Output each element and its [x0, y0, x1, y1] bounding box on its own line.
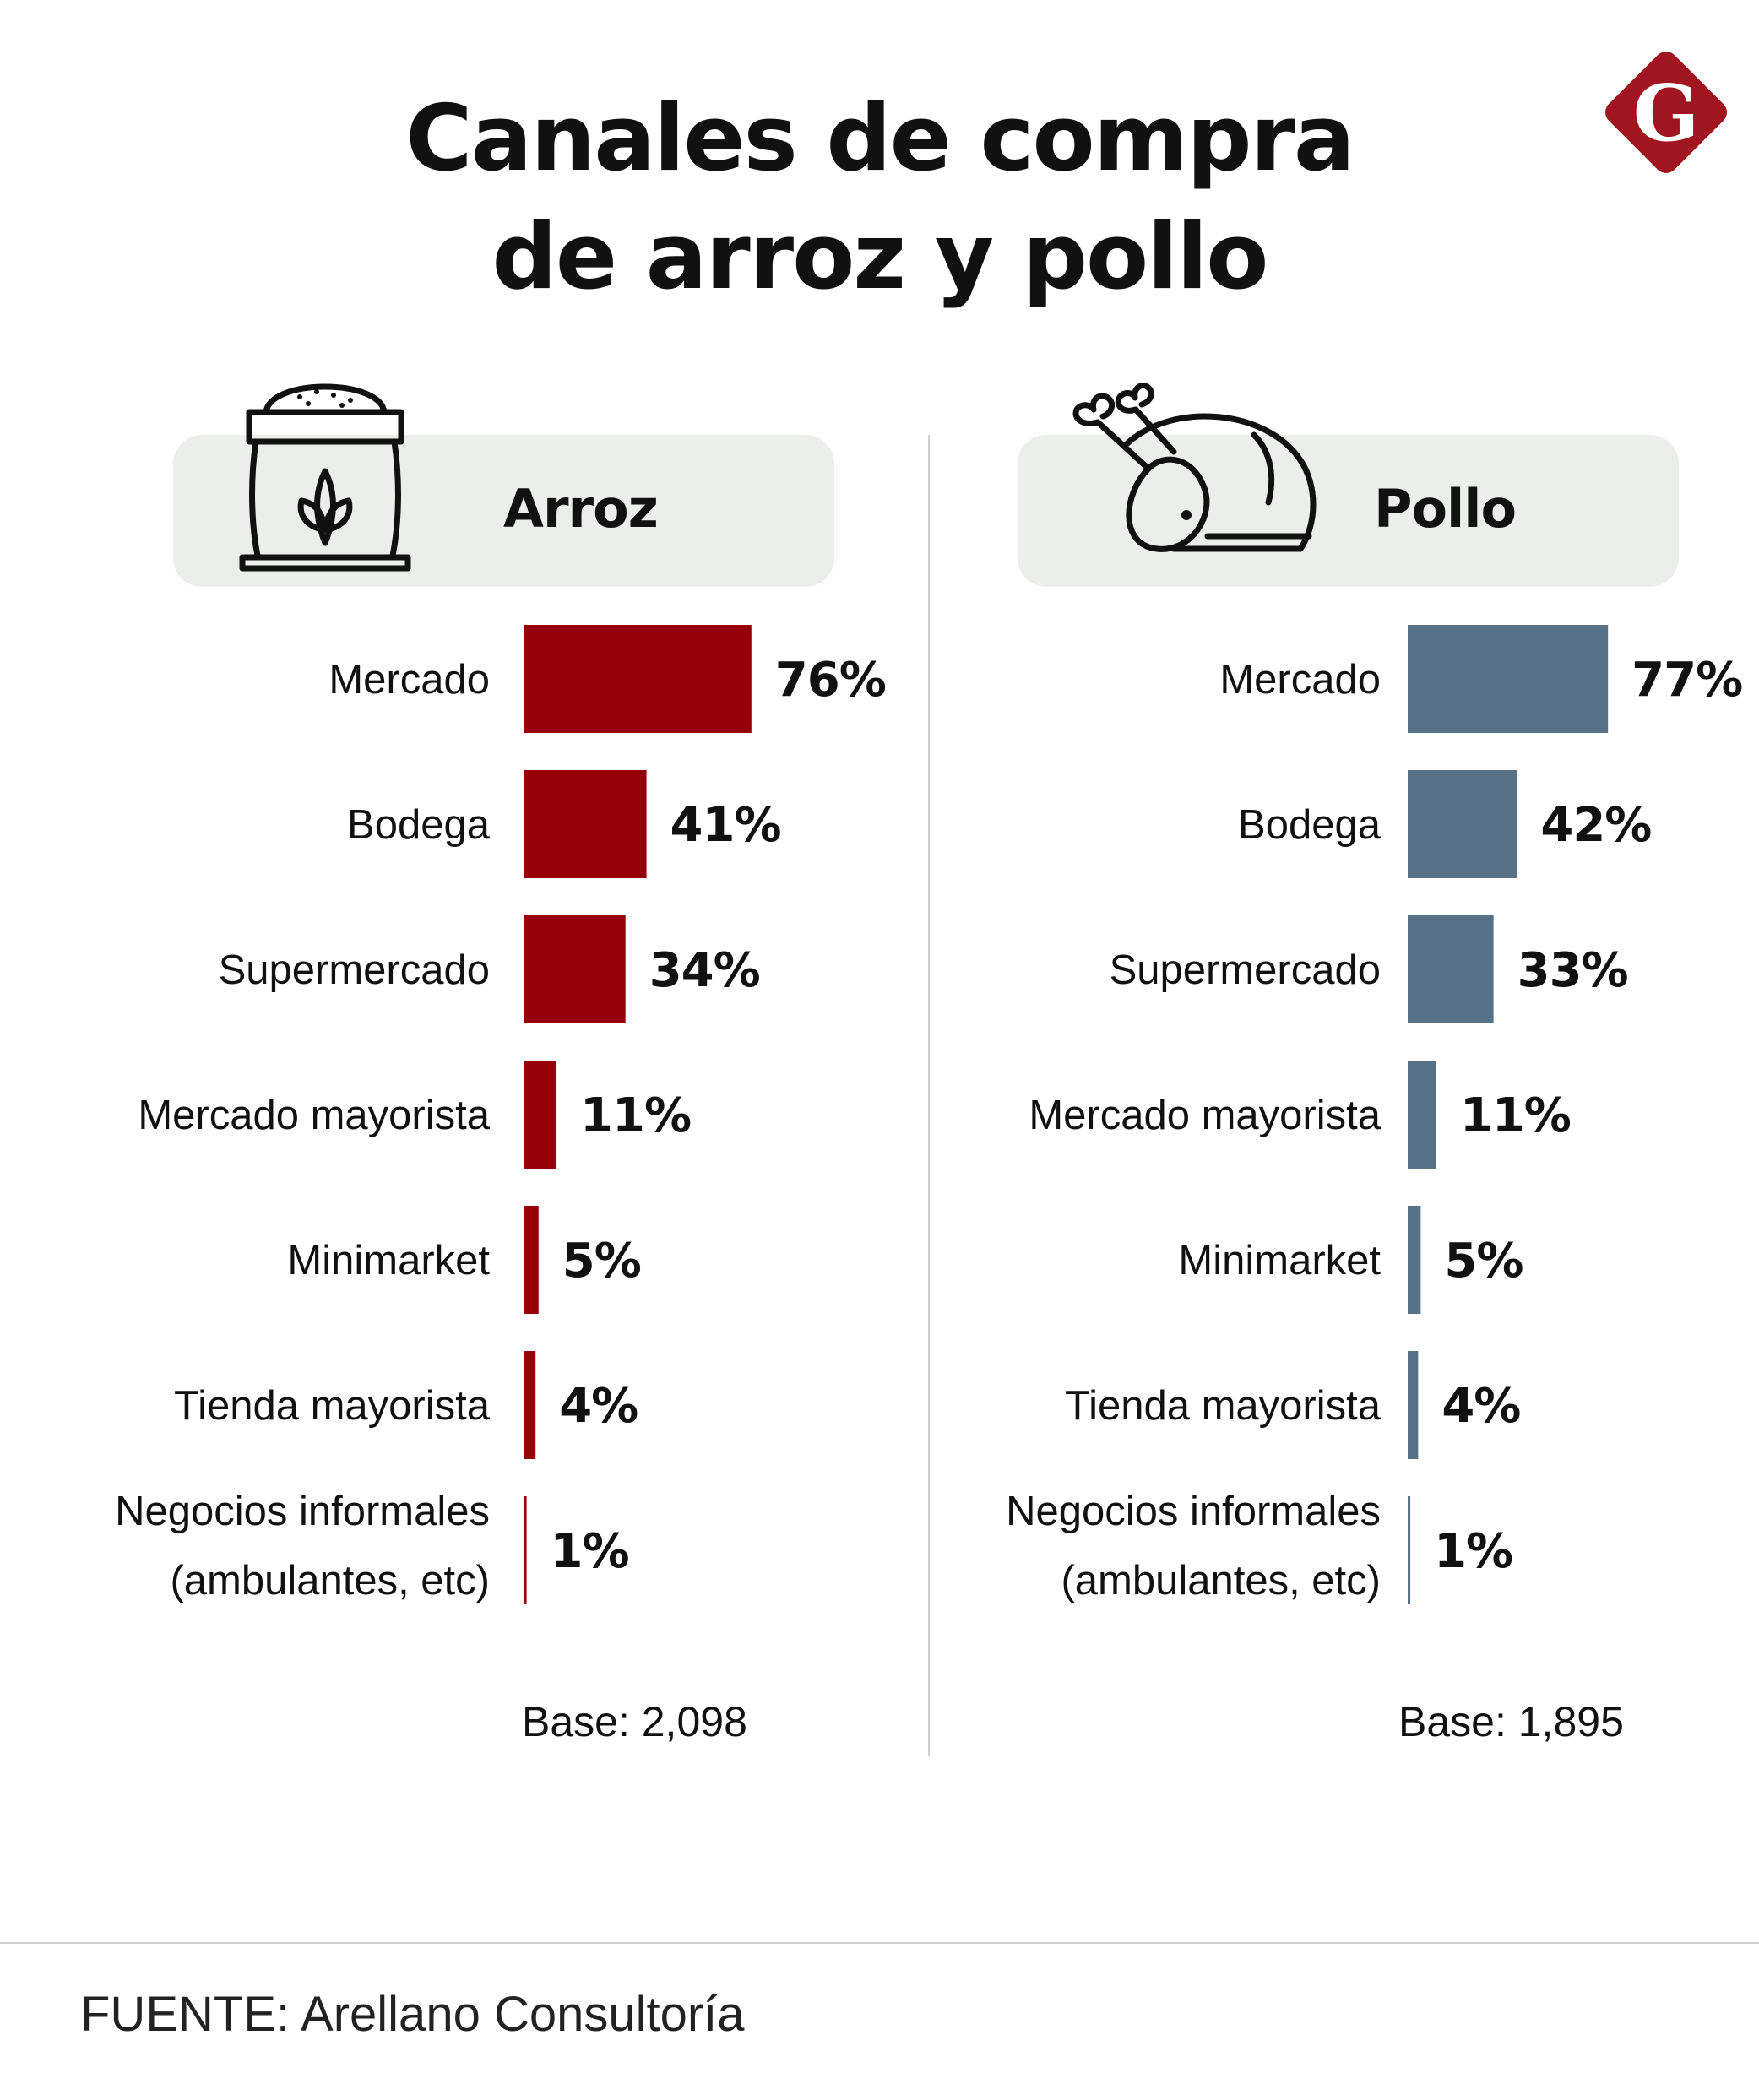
category-label: Mercado — [328, 657, 490, 703]
title-line-2: de arroz y pollo — [491, 204, 1269, 310]
value-label: 33% — [1517, 943, 1628, 998]
pollo-bar-chart: Mercado 77% Bodega 42% Supermercado 33% Mercad… — [1006, 625, 1743, 1604]
value-label: 34% — [649, 943, 760, 998]
rice-sack-icon — [239, 383, 411, 572]
footer-divider — [0, 1942, 1759, 1944]
value-label: 41% — [670, 798, 781, 853]
value-label: 42% — [1540, 798, 1651, 853]
bar-pollo-5 — [1408, 1351, 1419, 1459]
value-label: 5% — [562, 1234, 641, 1289]
bar-pollo-1 — [1408, 770, 1517, 878]
category-label: Supermercado — [1110, 947, 1381, 993]
logo-letter: G — [1633, 68, 1700, 159]
bar-arroz-0 — [524, 625, 752, 733]
panel-divider — [928, 435, 930, 1756]
category-label: Bodega — [347, 802, 491, 848]
pollo-base: Base: 1,895 — [1398, 1698, 1624, 1745]
bar-arroz-2 — [524, 915, 626, 1023]
bar-pollo-2 — [1408, 915, 1494, 1023]
category-label: Mercado — [1219, 657, 1381, 703]
value-label: 4% — [1441, 1379, 1520, 1434]
bar-arroz-6 — [524, 1496, 527, 1604]
value-label: 5% — [1444, 1234, 1523, 1289]
bar-pollo-6 — [1408, 1496, 1411, 1604]
arroz-header-box — [173, 435, 834, 587]
bar-arroz-1 — [524, 770, 647, 878]
value-label: 1% — [551, 1524, 629, 1579]
value-label: 11% — [580, 1088, 691, 1143]
category-label: Negocios informales (ambulantes, etc) — [1006, 1489, 1381, 1603]
category-label: Tienda mayorista — [174, 1383, 491, 1429]
category-label: Minimarket — [1178, 1238, 1381, 1283]
bar-arroz-5 — [524, 1351, 536, 1459]
category-label: Negocios informales (ambulantes, etc) — [115, 1489, 490, 1603]
arroz-base: Base: 2,098 — [522, 1698, 747, 1745]
pollo-label: Pollo — [1374, 478, 1517, 540]
arroz-label: Arroz — [503, 478, 659, 540]
chart-title: Canales de compra de arroz y pollo — [0, 80, 1759, 317]
category-label: Mercado mayorista — [1029, 1093, 1381, 1138]
bar-arroz-3 — [524, 1061, 557, 1169]
value-label: 11% — [1460, 1088, 1571, 1143]
value-label: 77% — [1631, 653, 1742, 708]
bar-pollo-3 — [1408, 1061, 1436, 1169]
brand-logo: G — [1605, 52, 1727, 173]
bar-pollo-0 — [1408, 625, 1609, 733]
bar-arroz-4 — [524, 1206, 539, 1314]
category-label: Tienda mayorista — [1065, 1383, 1382, 1429]
chicken-icon — [1072, 383, 1317, 552]
category-label: Bodega — [1238, 802, 1382, 848]
category-label: Supermercado — [219, 947, 490, 993]
category-label: Minimarket — [287, 1238, 490, 1283]
value-label: 4% — [559, 1379, 638, 1434]
value-label: 1% — [1434, 1524, 1512, 1579]
arroz-bar-chart: Mercado 76% Bodega 41% Supermercado 34% Mercad… — [115, 625, 887, 1604]
source-note: FUENTE: Arellano Consultoría — [80, 1987, 745, 2042]
category-label: Mercado mayorista — [138, 1093, 490, 1138]
value-label: 76% — [775, 653, 886, 708]
bar-pollo-4 — [1408, 1206, 1421, 1314]
title-line-1: Canales de compra — [405, 86, 1355, 192]
